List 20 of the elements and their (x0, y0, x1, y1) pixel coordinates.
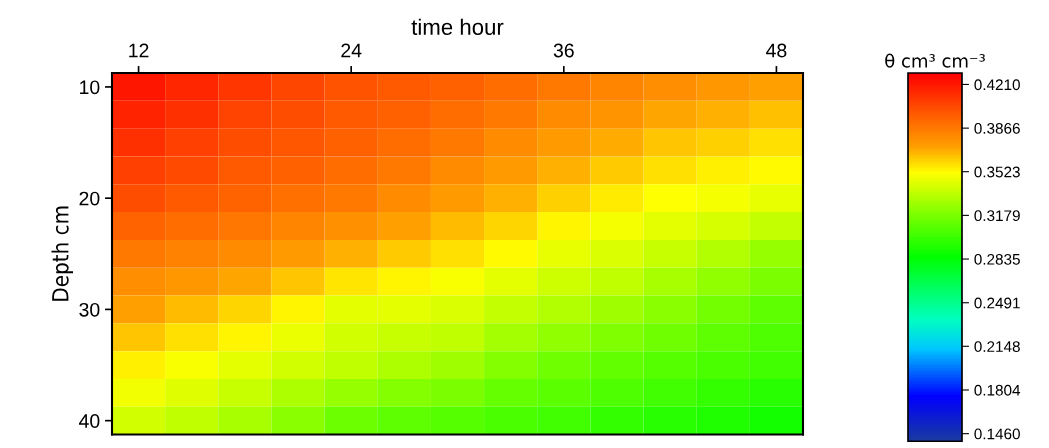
y-tick-label: 20 (79, 191, 100, 206)
x-tick-label: 36 (553, 43, 574, 58)
x-tick-label: 48 (766, 43, 787, 58)
y-tick-label: 40 (79, 414, 100, 428)
y-axis-title: Depth cm (51, 206, 74, 301)
color-bar-label: 0.1804 (974, 384, 1021, 396)
color-bar-label: 0.4210 (974, 79, 1020, 91)
color-bar-label: 0.3523 (974, 166, 1020, 178)
color-bar-label: 0.1460 (974, 428, 1020, 440)
x-axis-title: time hour (411, 18, 504, 35)
color-bar-label: 0.2835 (974, 253, 1020, 265)
x-tick-label: 12 (129, 43, 149, 58)
color-bar-label: 0.3866 (974, 123, 1020, 134)
color-bar-label: 0.3179 (974, 210, 1020, 222)
color-bar-label: 0.2148 (974, 341, 1020, 352)
color-bar-label: 0.2491 (974, 297, 1020, 309)
y-tick-label: 30 (79, 302, 100, 317)
x-tick-label: 24 (341, 43, 362, 58)
y-tick-label: 10 (80, 80, 100, 95)
color-bar-title: θ cm³ cm⁻³ (885, 53, 985, 68)
